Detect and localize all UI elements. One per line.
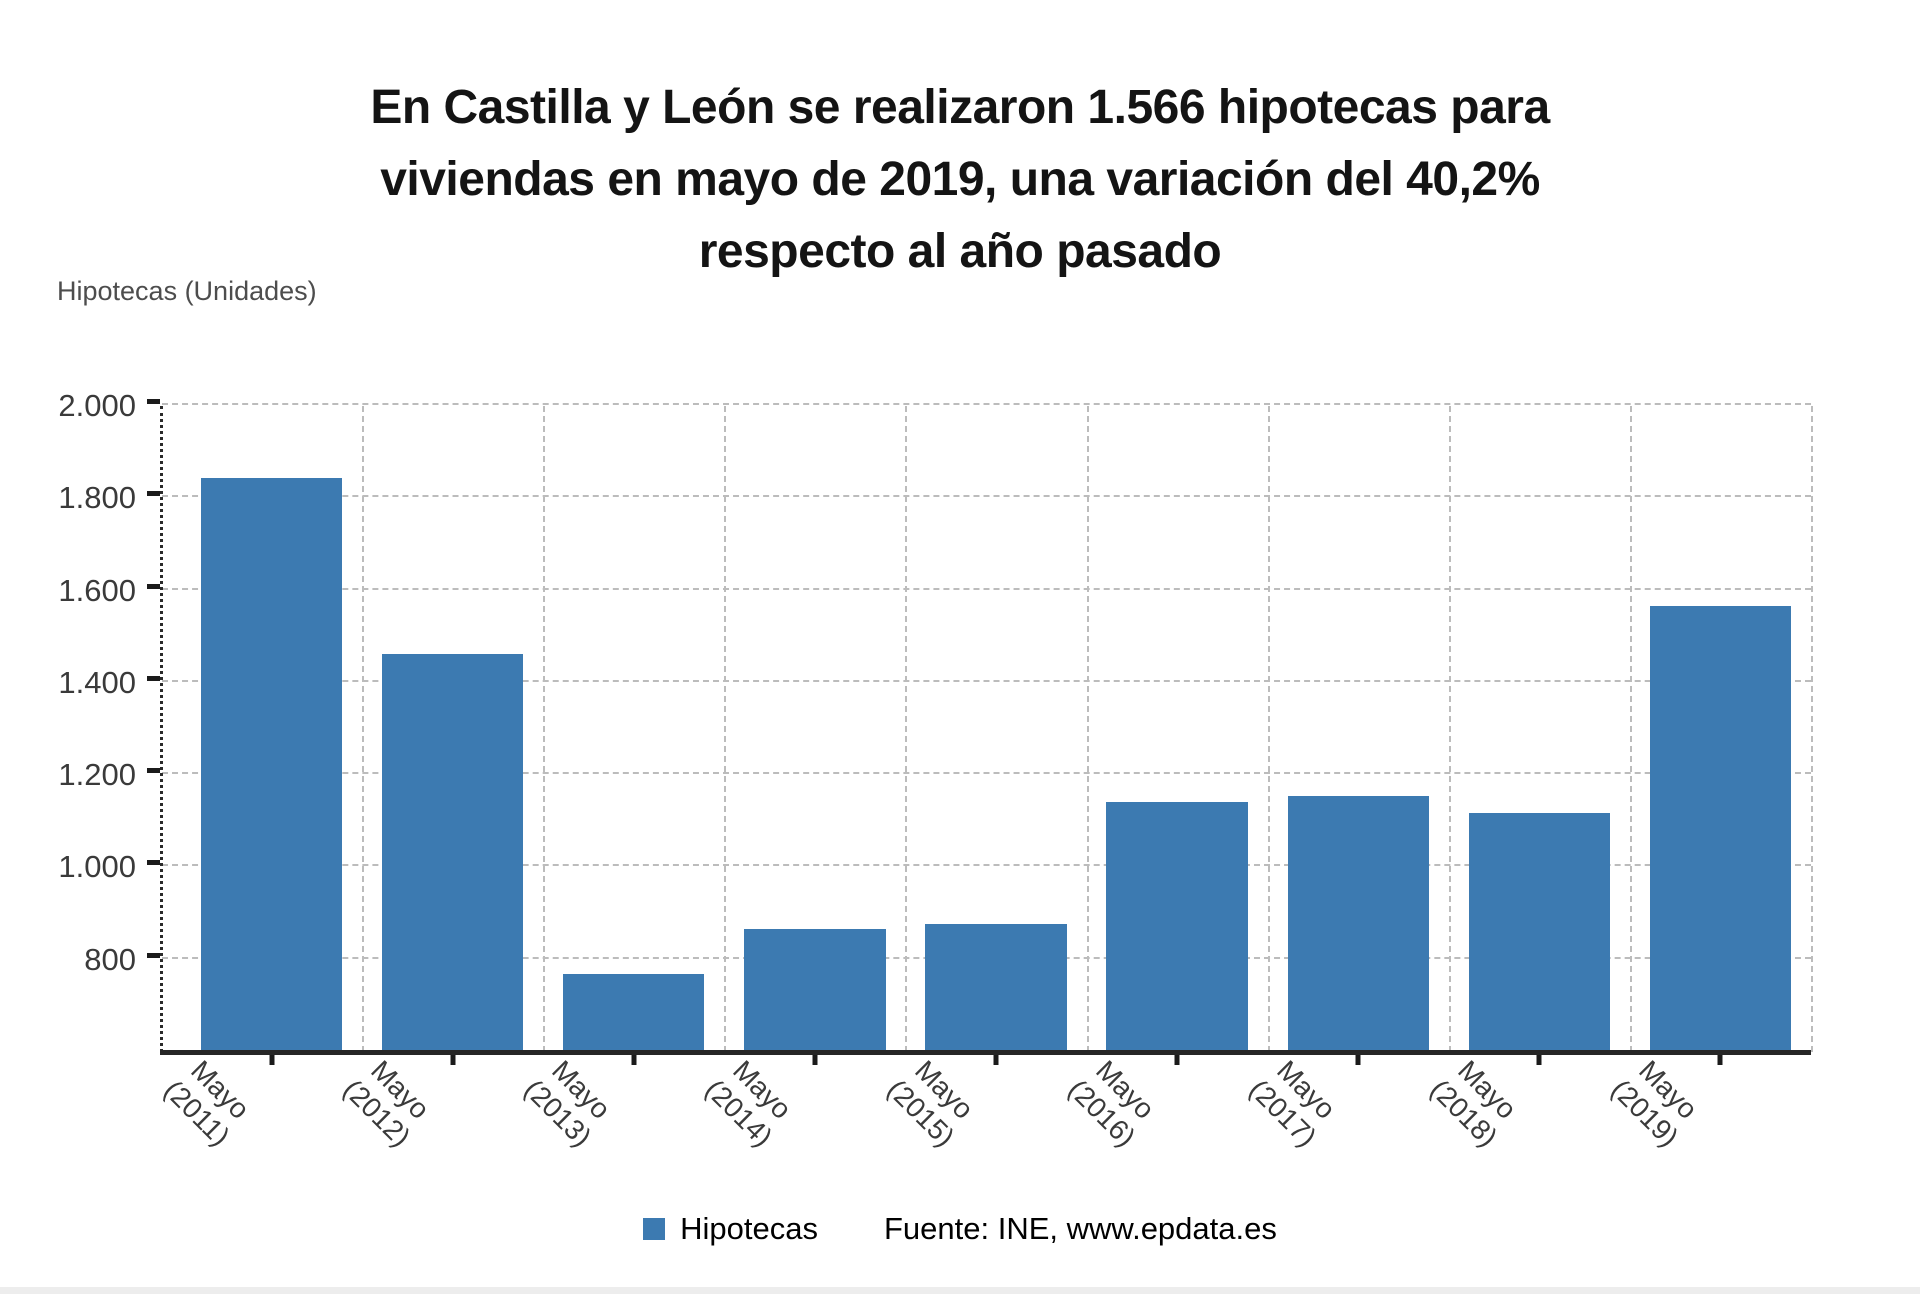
gridline-x-5 (1086, 406, 1089, 1052)
y-tick-mark-1400 (147, 675, 160, 681)
bar-mayo-2019 (1649, 606, 1792, 1052)
bar-mayo-2011 (200, 477, 343, 1052)
x-label-mayo-2019: Mayo (2019) (1605, 1054, 1811, 1152)
x-label-mayo-2017: Mayo (2017) (1243, 1054, 1449, 1152)
y-tick-mark-1200 (147, 768, 160, 774)
plot-area: Mayo (2011) Mayo (2012) Mayo (2013) Mayo (2014)… (58, 388, 1813, 1153)
gridline-y-1200 (162, 772, 1811, 775)
y-tick-mark-2000 (147, 399, 160, 404)
y-tick-label-1200: 1.200 (58, 757, 136, 793)
x-label-mayo-2011: Mayo (2011) (158, 1054, 362, 1151)
gridline-y-1000 (162, 864, 1811, 867)
x-label-mayo-2016: Mayo (2016) (1062, 1054, 1268, 1152)
x-label-mayo-2015: Mayo (2015) (881, 1054, 1086, 1152)
gridline-x-6 (1267, 406, 1270, 1052)
chart-title-line-2: viviendas en mayo de 2019, una variación… (380, 153, 1540, 207)
y-tick-mark-1800 (147, 491, 160, 497)
category-layer: Mayo (2011) Mayo (2012) Mayo (2013) Mayo (2014)… (158, 406, 1813, 1153)
footer-strip (0, 1287, 1920, 1294)
bar-mayo-2015 (925, 923, 1067, 1052)
legend-row: Hipotecas Fuente: INE, www.epdata.es (0, 1206, 1920, 1252)
plot-right-border (1811, 406, 1813, 1052)
bar-mayo-2018 (1468, 813, 1610, 1052)
x-tick-mark-mayo-2013 (631, 1055, 637, 1065)
y-tick-label-1800: 1.800 (58, 480, 136, 516)
x-tick-mark-mayo-2015 (993, 1055, 999, 1065)
gridline-x-4 (905, 406, 908, 1052)
x-label-mayo-2013: Mayo (2013) (519, 1054, 724, 1152)
x-tick-mark-mayo-2014 (812, 1055, 818, 1065)
slot-mayo-2012: Mayo (2012) (338, 406, 543, 1153)
x-label-text-mayo-2011: Mayo (2011) (158, 1050, 260, 1152)
y-tick-label-1000: 1.000 (58, 849, 136, 885)
gridline-x-2 (543, 406, 546, 1052)
chart-title-line-3: respecto al año pasado (698, 225, 1222, 279)
x-tick-mark-mayo-2011 (269, 1055, 275, 1065)
y-tick-label-1600: 1.600 (58, 572, 136, 608)
gridline-y-1800 (162, 495, 1811, 498)
x-tick-mark-mayo-2019 (1717, 1055, 1723, 1065)
slot-mayo-2011: Mayo (2011) (158, 406, 362, 1152)
y-tick-label-2000: 2.000 (58, 388, 136, 423)
y-tick-mark-1600 (147, 583, 160, 589)
legend-item-hipotecas: Hipotecas (643, 1211, 818, 1247)
y-tick-mark-1000 (147, 860, 160, 866)
y-axis-title: Hipotecas (Unidades) (57, 276, 317, 306)
bar-mayo-2017 (1287, 795, 1429, 1052)
bar-mayo-2016 (1106, 802, 1248, 1052)
x-label-mayo-2012: Mayo (2012) (338, 1054, 543, 1152)
legend-label: Hipotecas (680, 1211, 818, 1246)
gridline-y-2000 (162, 403, 1811, 405)
chart-title: En Castilla y León se realizaron 1.566 h… (0, 72, 1920, 288)
slot-mayo-2014: Mayo (2014) (700, 406, 905, 1153)
slot-mayo-2013: Mayo (2013) (519, 406, 724, 1153)
bar-mayo-2012 (382, 654, 524, 1052)
slot-mayo-2018: Mayo (2018) (1424, 406, 1630, 1153)
x-tick-mark-mayo-2016 (1174, 1055, 1180, 1065)
chart-title-line-1: En Castilla y León se realizaron 1.566 h… (370, 81, 1550, 135)
gridline-x-8 (1629, 406, 1632, 1052)
slot-mayo-2019: Mayo (2019) (1605, 406, 1811, 1153)
gridline-y-1400 (162, 679, 1811, 682)
source-attribution: Fuente: INE, www.epdata.es (883, 1211, 1277, 1246)
x-label-mayo-2014: Mayo (2014) (700, 1054, 905, 1152)
gridline-x-3 (724, 406, 727, 1052)
slot-mayo-2015: Mayo (2015) (881, 406, 1086, 1153)
y-tick-label-1400: 1.400 (58, 664, 136, 700)
y-axis-line (160, 406, 163, 1052)
bar-mayo-2013 (563, 974, 705, 1052)
slot-mayo-2017: Mayo (2017) (1243, 406, 1449, 1153)
x-label-mayo-2018: Mayo (2018) (1424, 1054, 1630, 1152)
gridline-x-1 (362, 406, 365, 1052)
slot-mayo-2016: Mayo (2016) (1062, 406, 1268, 1153)
x-tick-mark-mayo-2017 (1355, 1055, 1361, 1065)
x-tick-mark-mayo-2012 (450, 1055, 456, 1065)
x-tick-mark-mayo-2018 (1536, 1055, 1542, 1065)
bars-container: Mayo (2011) Mayo (2012) Mayo (2013) Mayo (2014)… (158, 406, 1811, 1153)
gridline-y-1600 (162, 587, 1811, 590)
bar-mayo-2014 (744, 929, 886, 1052)
y-tick-mark-800 (147, 952, 160, 958)
legend-swatch-hipotecas (643, 1218, 666, 1240)
gridline-x-7 (1448, 406, 1451, 1052)
x-axis-line (160, 1050, 1811, 1055)
y-tick-label-800: 800 (84, 941, 136, 977)
